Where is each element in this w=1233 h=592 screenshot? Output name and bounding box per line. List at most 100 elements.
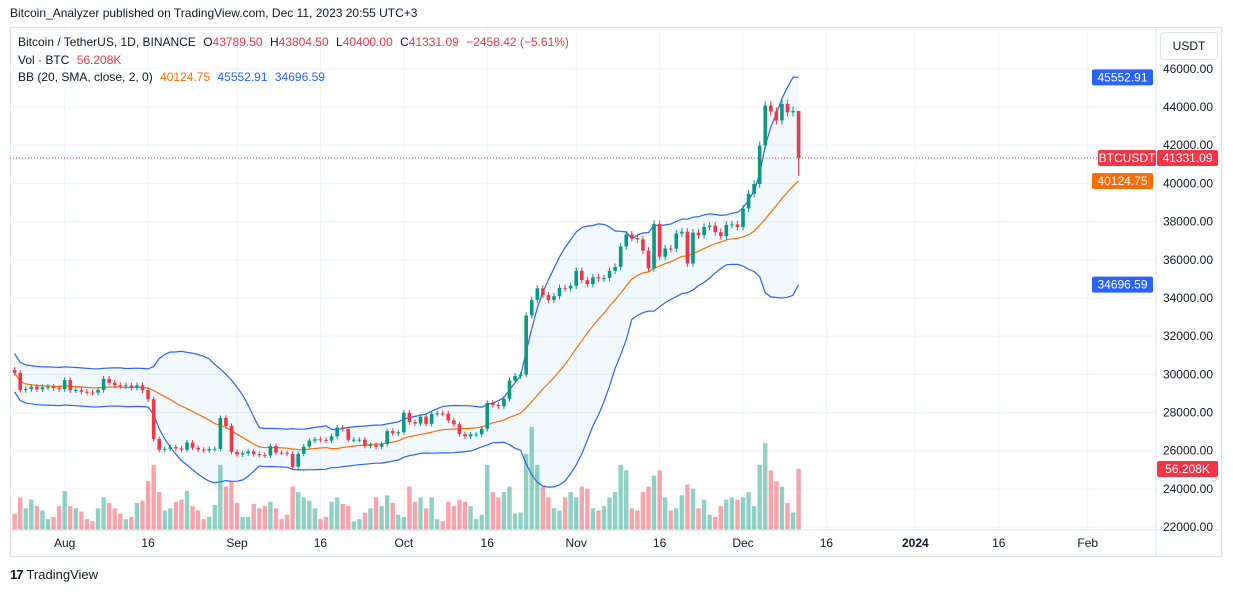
volume-bar <box>657 470 662 530</box>
volume-bar <box>579 486 584 530</box>
volume-bar <box>101 497 106 530</box>
volume-bar <box>479 514 484 530</box>
candle-body <box>101 378 106 391</box>
price-tick-label: 30000.00 <box>1163 367 1213 381</box>
bb-upper-tag <box>1092 69 1153 86</box>
volume-bar <box>485 464 490 530</box>
candle-body <box>763 105 768 146</box>
high-label: H <box>269 35 279 49</box>
volume-bar <box>629 508 634 530</box>
chart-frame[interactable] <box>10 27 1222 557</box>
bb-lower-value: 34696.59 <box>274 70 325 84</box>
volume-bar <box>512 513 518 530</box>
candle-body <box>796 111 801 158</box>
volume-bar <box>373 497 379 530</box>
candle-body <box>446 413 451 421</box>
volume-bar <box>262 506 268 530</box>
volume-bar <box>195 510 201 530</box>
volume-bar <box>718 506 723 530</box>
volume-legend[interactable]: Vol · BTC 56.208K <box>18 53 125 67</box>
candle-body <box>641 239 645 251</box>
volume-bar <box>357 519 362 530</box>
candle-body <box>379 444 384 447</box>
candle-body <box>696 232 701 236</box>
candle-body <box>51 386 56 389</box>
candle-body <box>518 374 523 376</box>
volume-bar <box>145 481 151 530</box>
price-tick-label: 24000.00 <box>1163 482 1213 496</box>
volume-bar <box>735 499 740 530</box>
volume-tag <box>1157 461 1218 477</box>
volume-bar <box>190 506 195 530</box>
bb-legend[interactable]: BB (20, SMA, close, 2, 0) 40124.75 45552… <box>18 70 329 84</box>
time-tick-label: 16 <box>314 536 328 550</box>
volume-bar <box>685 484 690 530</box>
candle-body <box>568 285 573 289</box>
time-tick-label: Dec <box>732 536 753 550</box>
candle-body <box>390 431 395 434</box>
candle-body <box>57 388 61 390</box>
candle-body <box>385 431 389 445</box>
volume-bar <box>701 499 707 530</box>
volume-bar <box>440 521 445 530</box>
tradingview-logo-icon: 17 <box>10 567 24 582</box>
candle-body <box>279 452 284 454</box>
volume-bar <box>407 486 412 530</box>
candle-body <box>213 448 217 450</box>
bb-label: BB (20, SMA, close, 2, 0) <box>18 70 153 84</box>
volume-bar <box>379 506 384 530</box>
candle-body <box>529 299 534 316</box>
volume-bar <box>423 508 429 530</box>
candle-body <box>757 145 762 184</box>
candle-body <box>301 446 306 454</box>
symbol-tag-text: BTCUSDT <box>1099 151 1156 165</box>
candle-body <box>240 453 245 455</box>
candle-body <box>479 428 484 435</box>
volume-bar <box>12 513 17 530</box>
volume-bar <box>601 506 607 530</box>
volume-bar <box>713 516 718 530</box>
volume-bar <box>268 501 273 530</box>
volume-bar <box>273 508 279 530</box>
candles <box>12 99 801 470</box>
volume-bar <box>318 519 323 530</box>
candle-body <box>402 412 406 433</box>
candle-body <box>491 403 495 405</box>
volume-bar <box>507 486 512 530</box>
candle-body <box>129 385 134 388</box>
footer-logo-text: TradingView <box>26 567 99 582</box>
volume-bar <box>112 508 117 530</box>
candle-body <box>118 385 123 387</box>
candle-body <box>40 387 45 390</box>
volume-bar <box>68 506 73 530</box>
candle-body <box>23 389 28 391</box>
candle-body <box>702 226 706 236</box>
footer-logo[interactable]: 17 TradingView <box>10 567 98 582</box>
bb-basis-line <box>14 180 800 451</box>
volume-bar <box>551 508 557 530</box>
candle-body <box>235 451 239 455</box>
candle-body <box>29 386 34 390</box>
candle-body <box>112 382 117 386</box>
volume-bar <box>340 503 345 530</box>
volume-bar <box>785 502 790 530</box>
time-tick-label: Oct <box>395 536 414 550</box>
last-price-tag-text: 41331.09 <box>1162 151 1212 165</box>
symbol-legend[interactable]: Bitcoin / TetherUS, 1D, BINANCE O43789.5… <box>18 35 573 49</box>
candle-body <box>46 386 50 388</box>
open-label: O <box>203 35 213 49</box>
price-tick-label: 28000.00 <box>1163 406 1213 420</box>
volume-bar <box>296 492 301 530</box>
price-tick-label: 38000.00 <box>1163 215 1213 229</box>
volume-bar <box>607 497 612 530</box>
volume-bar <box>529 426 534 530</box>
volume-bar <box>56 506 62 530</box>
candle-body <box>68 380 73 391</box>
volume-bar <box>45 519 51 530</box>
currency-button[interactable]: USDT <box>1160 32 1218 60</box>
volume-bar <box>690 488 696 530</box>
candle-body <box>546 295 551 300</box>
volume-bar <box>546 497 551 530</box>
candle-body <box>785 103 790 113</box>
